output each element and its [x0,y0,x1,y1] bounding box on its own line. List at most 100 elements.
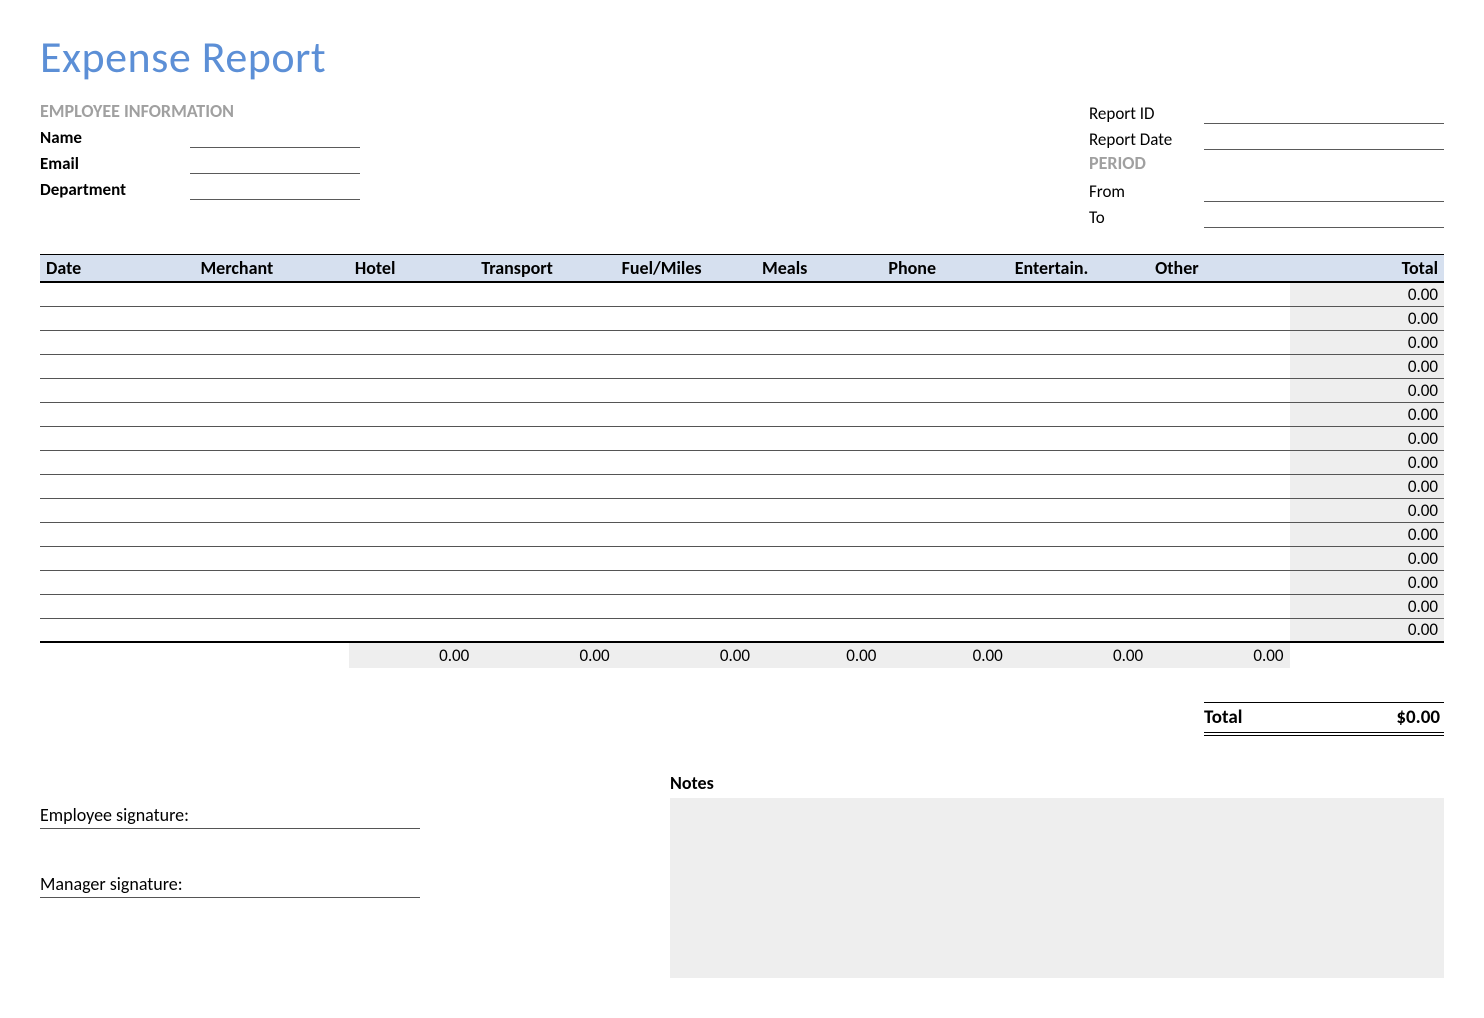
table-cell[interactable] [616,378,756,402]
table-cell[interactable] [40,450,194,474]
table-cell[interactable] [756,450,882,474]
table-cell[interactable] [756,522,882,546]
table-cell[interactable] [616,594,756,618]
table-cell[interactable] [756,570,882,594]
table-cell[interactable] [756,546,882,570]
table-cell[interactable] [349,498,475,522]
table-cell[interactable] [194,474,348,498]
table-cell[interactable] [349,354,475,378]
table-cell[interactable] [616,330,756,354]
table-cell[interactable] [1009,570,1149,594]
table-cell[interactable] [882,378,1008,402]
table-cell[interactable] [756,378,882,402]
table-cell[interactable] [194,378,348,402]
table-cell[interactable] [756,402,882,426]
table-cell[interactable] [194,306,348,330]
table-cell[interactable] [1009,522,1149,546]
table-cell[interactable] [475,306,615,330]
manager-signature-line[interactable] [40,897,420,898]
table-cell[interactable] [1009,306,1149,330]
table-cell[interactable] [1009,546,1149,570]
name-input-line[interactable] [190,128,360,148]
table-cell[interactable] [40,282,194,306]
table-cell[interactable] [756,330,882,354]
table-cell[interactable] [475,522,615,546]
table-cell[interactable] [1009,354,1149,378]
table-cell[interactable] [756,594,882,618]
table-cell[interactable] [349,522,475,546]
table-cell[interactable] [1009,594,1149,618]
department-input-line[interactable] [190,180,360,200]
table-cell[interactable] [1009,450,1149,474]
table-cell[interactable] [1149,330,1289,354]
table-cell[interactable] [616,522,756,546]
table-cell[interactable] [1009,498,1149,522]
table-cell[interactable] [756,282,882,306]
table-cell[interactable] [475,282,615,306]
table-cell[interactable] [756,354,882,378]
to-input-line[interactable] [1204,208,1444,228]
table-cell[interactable] [616,498,756,522]
table-cell[interactable] [194,330,348,354]
table-cell[interactable] [40,594,194,618]
table-cell[interactable] [40,498,194,522]
table-cell[interactable] [756,426,882,450]
table-cell[interactable] [882,522,1008,546]
table-cell[interactable] [349,282,475,306]
table-cell[interactable] [616,426,756,450]
table-cell[interactable] [1009,282,1149,306]
report-id-input-line[interactable] [1204,104,1444,124]
table-cell[interactable] [616,402,756,426]
table-cell[interactable] [40,618,194,642]
table-cell[interactable] [882,306,1008,330]
table-cell[interactable] [756,618,882,642]
table-cell[interactable] [1009,426,1149,450]
table-cell[interactable] [194,618,348,642]
table-cell[interactable] [194,498,348,522]
table-cell[interactable] [1009,330,1149,354]
table-cell[interactable] [194,426,348,450]
table-cell[interactable] [1149,306,1289,330]
table-cell[interactable] [475,330,615,354]
table-cell[interactable] [349,474,475,498]
table-cell[interactable] [882,498,1008,522]
table-cell[interactable] [616,450,756,474]
table-cell[interactable] [616,282,756,306]
table-cell[interactable] [475,594,615,618]
table-cell[interactable] [882,282,1008,306]
table-cell[interactable] [1149,594,1289,618]
table-cell[interactable] [1149,402,1289,426]
table-cell[interactable] [616,474,756,498]
table-cell[interactable] [194,354,348,378]
table-cell[interactable] [349,330,475,354]
table-cell[interactable] [882,402,1008,426]
table-cell[interactable] [882,594,1008,618]
table-cell[interactable] [40,546,194,570]
table-cell[interactable] [475,474,615,498]
table-cell[interactable] [1149,570,1289,594]
table-cell[interactable] [1149,474,1289,498]
table-cell[interactable] [616,354,756,378]
table-cell[interactable] [349,450,475,474]
table-cell[interactable] [349,426,475,450]
table-cell[interactable] [882,330,1008,354]
table-cell[interactable] [1149,522,1289,546]
table-cell[interactable] [194,522,348,546]
table-cell[interactable] [475,426,615,450]
table-cell[interactable] [1149,354,1289,378]
table-cell[interactable] [40,378,194,402]
table-cell[interactable] [349,570,475,594]
table-cell[interactable] [475,402,615,426]
table-cell[interactable] [1149,426,1289,450]
table-cell[interactable] [475,378,615,402]
report-date-input-line[interactable] [1204,130,1444,150]
notes-box[interactable] [670,798,1444,978]
table-cell[interactable] [40,402,194,426]
table-cell[interactable] [475,570,615,594]
table-cell[interactable] [1009,378,1149,402]
email-input-line[interactable] [190,154,360,174]
table-cell[interactable] [756,306,882,330]
table-cell[interactable] [40,306,194,330]
table-cell[interactable] [882,570,1008,594]
table-cell[interactable] [40,330,194,354]
